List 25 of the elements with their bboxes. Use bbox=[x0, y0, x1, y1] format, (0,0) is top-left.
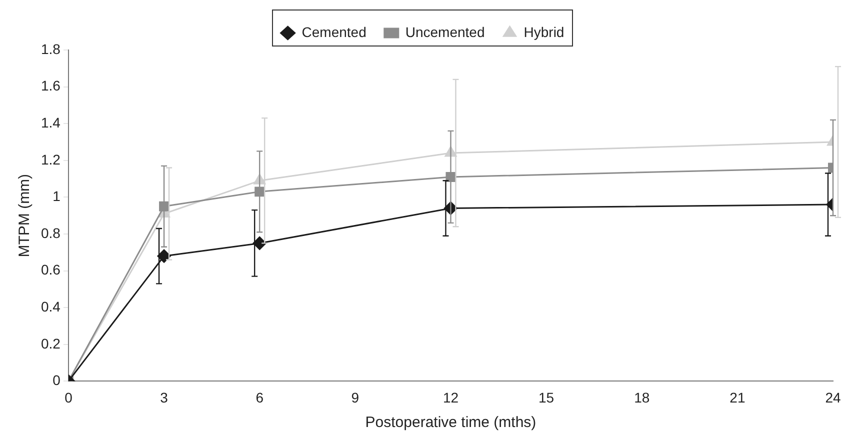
y-tick-label: 1.6 bbox=[40, 78, 61, 94]
legend-label: Hybrid bbox=[524, 24, 564, 40]
y-tick-label: 1 bbox=[52, 188, 61, 204]
x-tick-label: 6 bbox=[256, 389, 264, 406]
x-tick-label: 21 bbox=[730, 389, 746, 406]
x-tick-label: 0 bbox=[64, 389, 73, 406]
y-tick-label: 1.2 bbox=[40, 151, 61, 168]
y-tick-label: 0.2 bbox=[40, 335, 61, 352]
legend-label: Cemented bbox=[302, 24, 366, 40]
x-tick-label: 15 bbox=[538, 389, 554, 406]
y-tick-label: 0 bbox=[52, 372, 61, 388]
legend-label: Uncemented bbox=[405, 24, 485, 40]
y-tick-label: 1.8 bbox=[40, 40, 61, 57]
y-tick-label: 1.4 bbox=[40, 114, 61, 130]
y-tick-label: 0.8 bbox=[40, 224, 61, 241]
x-tick-label: 18 bbox=[634, 389, 650, 406]
x-axis-title: Postoperative time (mths) bbox=[365, 414, 536, 432]
x-tick-label: 9 bbox=[351, 389, 360, 406]
x-tick-label: 3 bbox=[160, 389, 168, 406]
y-tick-label: 0.6 bbox=[40, 262, 61, 278]
y-tick-label: 0.4 bbox=[40, 298, 61, 314]
x-tick-label: 12 bbox=[442, 389, 459, 406]
point bbox=[157, 249, 171, 263]
x-tick-label: 24 bbox=[825, 389, 841, 406]
y-axis-title: MTPM (mm) bbox=[16, 174, 34, 258]
